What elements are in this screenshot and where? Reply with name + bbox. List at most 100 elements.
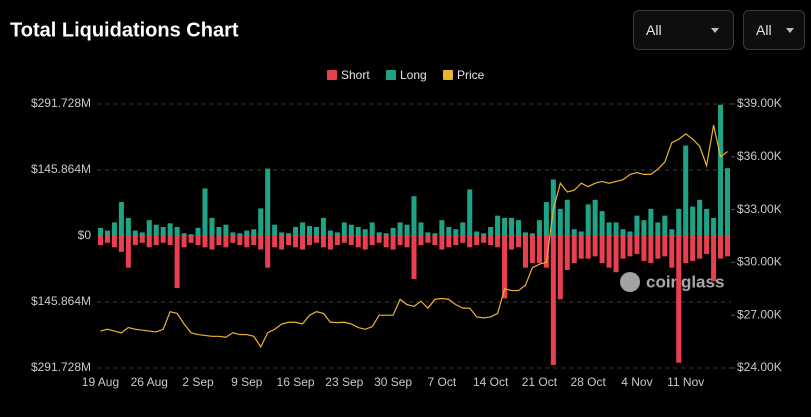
bar (529, 233, 535, 236)
bar (237, 236, 243, 246)
bar (634, 215, 640, 236)
bar (418, 236, 424, 246)
bar (662, 236, 668, 257)
bar (202, 236, 208, 248)
bar (390, 236, 396, 250)
bar (522, 236, 528, 268)
bar (146, 220, 152, 236)
bar (348, 224, 354, 236)
bar (404, 236, 410, 248)
bar (174, 226, 180, 236)
bar (153, 236, 159, 246)
y-tick-label: $291.728M (31, 360, 91, 374)
x-tick-label: 26 Aug (131, 375, 168, 389)
bar (300, 222, 306, 236)
bar (383, 233, 389, 236)
bar (306, 226, 313, 236)
bar (536, 236, 542, 264)
bar (613, 222, 619, 236)
bar (697, 236, 703, 259)
bar (669, 229, 675, 236)
bar (125, 217, 131, 236)
bar (425, 236, 431, 243)
bar (251, 229, 257, 236)
bar (460, 236, 466, 243)
bar (334, 236, 340, 246)
bar (97, 236, 103, 246)
bar (655, 236, 661, 259)
bar (362, 236, 368, 250)
bar (265, 236, 271, 268)
x-tick-label: 23 Sep (325, 375, 363, 389)
bar (320, 217, 326, 236)
bar (209, 217, 215, 236)
bar (711, 217, 717, 236)
bar (132, 230, 138, 236)
bar (481, 233, 487, 236)
x-tick-label: 14 Oct (473, 375, 509, 389)
bar (495, 236, 501, 248)
bar (376, 236, 382, 243)
dropdown-label: All (646, 22, 662, 38)
bar (160, 236, 166, 243)
bar (446, 226, 452, 236)
bar (125, 236, 131, 268)
bar (522, 232, 528, 236)
bar (550, 179, 556, 236)
bar (139, 232, 145, 236)
dropdown[interactable]: All (743, 10, 805, 50)
bar (188, 236, 194, 243)
bar (167, 236, 173, 246)
bar (411, 196, 417, 236)
bar (397, 236, 403, 246)
x-tick-label: 16 Sep (277, 375, 315, 389)
bar (550, 236, 556, 365)
bar (711, 236, 717, 282)
bar (467, 189, 473, 236)
bar (439, 236, 445, 250)
bar (481, 236, 487, 243)
bar (369, 222, 375, 236)
dropdown[interactable]: All (633, 10, 734, 50)
bar (515, 236, 522, 248)
bar (216, 226, 222, 236)
bar (669, 236, 675, 268)
bar (341, 236, 347, 243)
dropdown-label: All (756, 22, 772, 38)
watermark: coinglass (620, 272, 724, 292)
x-tick-label: 21 Oct (522, 375, 558, 389)
bar (606, 236, 612, 268)
legend-swatch (443, 70, 453, 80)
bar (111, 222, 117, 236)
bar (683, 236, 689, 264)
bar (195, 236, 201, 246)
bar (279, 232, 285, 236)
bar (279, 236, 285, 250)
bar (432, 233, 438, 236)
bar (209, 236, 215, 250)
bar (564, 236, 570, 270)
watermark-logo (620, 272, 640, 292)
bar (237, 233, 243, 236)
x-tick-label: 28 Oct (570, 375, 606, 389)
bar (488, 236, 494, 246)
bar (327, 236, 333, 250)
bar (495, 215, 501, 236)
bar (655, 222, 661, 236)
bar (592, 199, 598, 236)
bar (474, 236, 480, 246)
bar (488, 226, 494, 236)
bar (160, 226, 166, 236)
bar (265, 168, 271, 236)
bar (188, 234, 194, 236)
bar (627, 236, 633, 257)
bar (690, 236, 696, 261)
bar (223, 224, 229, 236)
bar (293, 226, 299, 236)
bar (230, 236, 236, 243)
bar (502, 217, 508, 236)
bar (446, 236, 452, 248)
bar (704, 236, 710, 255)
bar (676, 236, 682, 363)
